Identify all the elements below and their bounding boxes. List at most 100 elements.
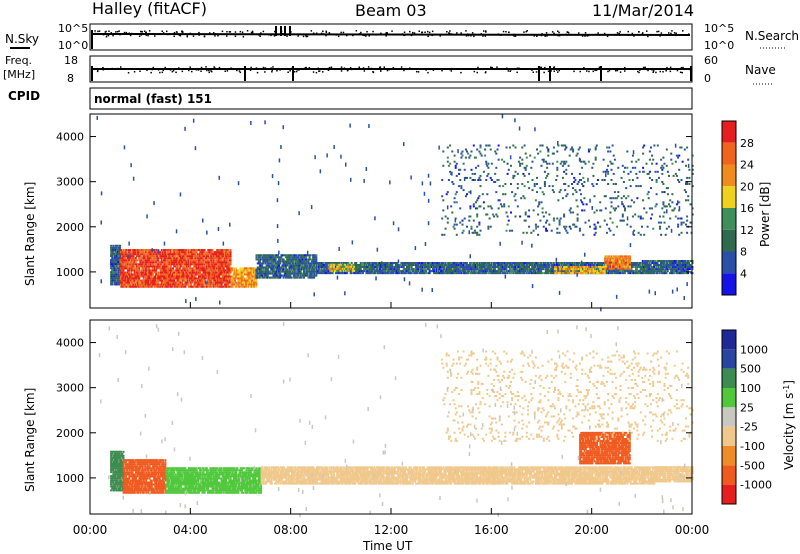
heatmap-cell	[156, 257, 159, 260]
heatmap-cell	[591, 264, 593, 266]
heatmap-cell	[183, 253, 186, 256]
heatmap-cell	[618, 261, 621, 264]
heatmap-cell	[672, 260, 675, 262]
heatmap-cell	[265, 254, 268, 257]
heatmap-cell	[571, 264, 574, 266]
heatmap-cell	[648, 264, 651, 266]
heatmap-cell	[362, 272, 364, 275]
heatmap-cell	[164, 249, 167, 252]
heatmap-cell	[584, 270, 587, 273]
heatmap-cell	[225, 271, 228, 274]
heatmap-cell	[192, 259, 195, 262]
heatmap-cell	[392, 272, 395, 275]
strip-point	[262, 67, 265, 69]
heatmap-cell	[141, 281, 144, 284]
heatmap-cell	[534, 266, 537, 268]
heatmap-cell	[166, 259, 169, 262]
heatmap-cell	[203, 253, 206, 256]
heatmap-cell	[220, 271, 223, 274]
heatmap-cell	[278, 268, 281, 271]
heatmap-cell	[481, 266, 484, 268]
heatmap-cell	[122, 279, 125, 282]
heatmap-cell	[567, 264, 570, 266]
heatmap-cell	[584, 264, 587, 266]
heatmap-cell	[437, 270, 440, 273]
heatmap-cell	[202, 271, 205, 274]
heatmap-cell	[464, 270, 467, 273]
heatmap-cell	[132, 267, 135, 270]
heatmap-cell	[329, 272, 332, 275]
heatmap-cell	[320, 262, 323, 264]
heatmap-cell	[217, 279, 220, 282]
heatmap-cell	[186, 279, 189, 282]
heatmap-cell	[143, 279, 146, 282]
heatmap-cell	[221, 281, 224, 284]
heatmap-cell	[163, 261, 165, 264]
strip-point	[507, 70, 510, 72]
heatmap-cell	[115, 261, 118, 264]
heatmap-cell	[154, 271, 156, 274]
heatmap-cell	[515, 262, 518, 264]
heatmap-cell	[202, 275, 205, 278]
heatmap-cell	[159, 273, 162, 276]
heatmap-cell	[231, 281, 234, 284]
heatmap-cell	[478, 268, 481, 271]
strip-point	[210, 70, 212, 72]
strip-point	[198, 31, 200, 34]
heatmap-cell	[478, 266, 481, 268]
heatmap-cell	[273, 256, 276, 259]
heatmap-cell	[423, 262, 425, 264]
heatmap-cell	[181, 277, 184, 280]
heatmap-cell	[251, 281, 254, 284]
heatmap-cell	[560, 268, 563, 271]
heatmap-cell	[442, 266, 445, 268]
heatmap-cell	[663, 270, 666, 273]
heatmap-cell	[609, 270, 612, 273]
heatmap-cell	[520, 264, 523, 266]
heatmap-cell	[138, 265, 141, 268]
heatmap-cell	[624, 259, 627, 262]
heatmap-cell	[168, 249, 171, 252]
heatmap-cell	[456, 266, 459, 268]
strip-point	[214, 35, 216, 37]
strip-point	[458, 33, 460, 36]
heatmap-cell	[229, 255, 232, 258]
heatmap-cell	[207, 263, 209, 266]
heatmap-cell	[142, 271, 145, 274]
heatmap-cell	[499, 262, 502, 264]
heatmap-cell	[536, 266, 539, 268]
heatmap-cell	[168, 257, 171, 260]
heatmap-cell	[272, 274, 275, 277]
heatmap-cell	[359, 272, 362, 275]
heatmap-cell	[456, 268, 459, 271]
heatmap-cell	[648, 272, 651, 275]
heatmap-cell	[578, 270, 581, 273]
strip-point	[141, 31, 143, 33]
heatmap-cell	[159, 257, 162, 260]
heatmap-cell	[668, 268, 671, 271]
heatmap-cell	[522, 264, 525, 266]
heatmap-cell	[347, 263, 350, 266]
heatmap-cell	[218, 279, 221, 282]
heatmap-cell	[140, 273, 143, 276]
heatmap-cell	[631, 270, 634, 273]
heatmap-cell	[435, 264, 438, 266]
heatmap-cell	[112, 248, 115, 251]
heatmap-cell	[415, 268, 418, 271]
heatmap-cell	[493, 270, 495, 273]
heatmap-cell	[214, 259, 217, 262]
heatmap-cell	[615, 255, 618, 258]
heatmap-cell	[423, 270, 425, 273]
heatmap-cell	[325, 266, 328, 268]
heatmap-cell	[169, 249, 172, 252]
heatmap-cell	[240, 279, 243, 282]
heatmap-cell	[254, 273, 257, 276]
heatmap-cell	[627, 270, 630, 273]
heatmap-cell	[176, 281, 179, 284]
heatmap-cell	[131, 273, 134, 276]
heatmap-cell	[552, 268, 555, 271]
heatmap-cell	[146, 255, 149, 258]
heatmap-cell	[289, 272, 292, 275]
heatmap-cell	[155, 261, 158, 264]
heatmap-cell	[218, 257, 221, 260]
